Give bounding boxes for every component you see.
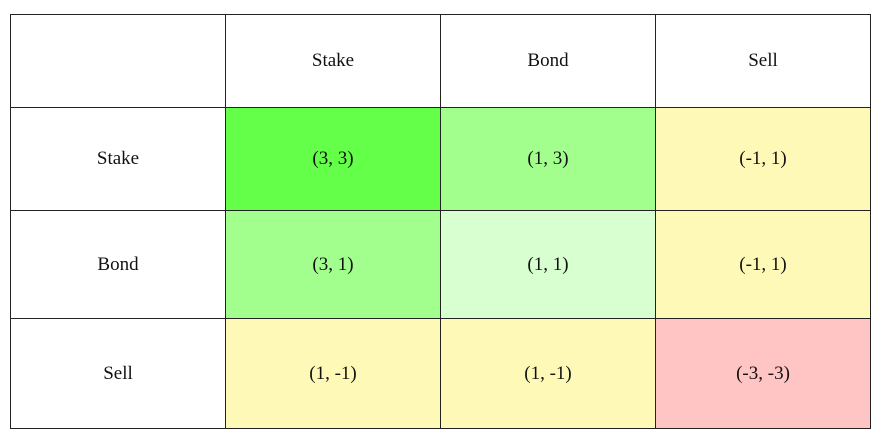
payoff-cell: (-3, -3) <box>655 318 871 429</box>
column-header: Stake <box>225 14 441 108</box>
table-row: Sell (1, -1) (1, -1) (-3, -3) <box>10 318 871 429</box>
row-header: Bond <box>10 210 226 319</box>
table-row: Stake (3, 3) (1, 3) (-1, 1) <box>10 107 871 211</box>
table-row: Bond (3, 1) (1, 1) (-1, 1) <box>10 210 871 319</box>
payoff-cell: (1, 3) <box>440 107 656 211</box>
payoff-cell: (1, -1) <box>225 318 441 429</box>
row-header: Stake <box>10 107 226 211</box>
payoff-cell: (-1, 1) <box>655 107 871 211</box>
header-row: Stake Bond Sell <box>10 14 871 108</box>
column-header: Sell <box>655 14 871 108</box>
payoff-cell: (-1, 1) <box>655 210 871 319</box>
payoff-cell: (1, -1) <box>440 318 656 429</box>
row-header: Sell <box>10 318 226 429</box>
column-header: Bond <box>440 14 656 108</box>
corner-cell <box>10 14 226 108</box>
payoff-cell: (1, 1) <box>440 210 656 319</box>
payoff-table: Stake Bond Sell Stake (3, 3) (1, 3) (-1,… <box>10 14 871 429</box>
payoff-cell: (3, 1) <box>225 210 441 319</box>
payoff-cell: (3, 3) <box>225 107 441 211</box>
